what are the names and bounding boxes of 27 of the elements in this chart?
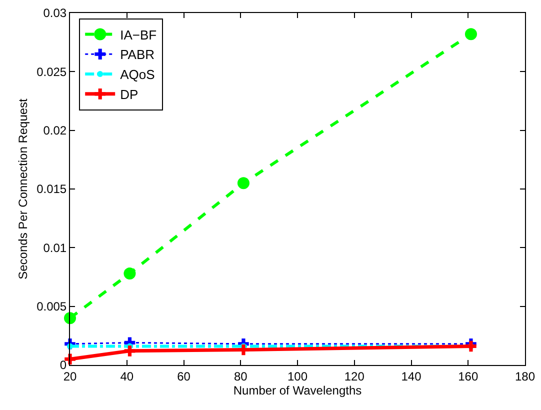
y-tick-label: 0.005 [36, 300, 67, 314]
point [124, 346, 136, 356]
y-tick-label: 0.01 [43, 240, 67, 255]
point [238, 344, 249, 356]
legend-label: IA−BF [120, 27, 157, 42]
x-tick-label: 80 [234, 369, 248, 384]
x-tick-label: 120 [344, 369, 365, 384]
point [466, 340, 476, 352]
y-tick-label: 0.025 [36, 64, 67, 79]
legend-label: DP [120, 87, 138, 102]
legend-label: AQoS [120, 67, 156, 82]
point [237, 177, 250, 190]
x-tick-label: 160 [458, 369, 478, 384]
x-tick-label: 40 [120, 369, 134, 384]
y-tick-label: 0.015 [36, 182, 67, 196]
point [464, 28, 477, 40]
y-tick-label: 0.03 [43, 6, 67, 20]
y-axis-title: Seconds Per Connection Request [16, 98, 30, 280]
legend-label: PABR [120, 47, 155, 62]
x-tick-label: 140 [401, 369, 422, 384]
x-tick-label: 180 [514, 369, 536, 384]
point [124, 267, 136, 280]
x-tick-label: 100 [287, 369, 308, 384]
x-tick-label: 60 [177, 369, 191, 384]
x-axis-title: Number of Wavelengths [233, 383, 362, 398]
y-tick-label: 0.02 [43, 124, 67, 138]
point [64, 312, 76, 324]
